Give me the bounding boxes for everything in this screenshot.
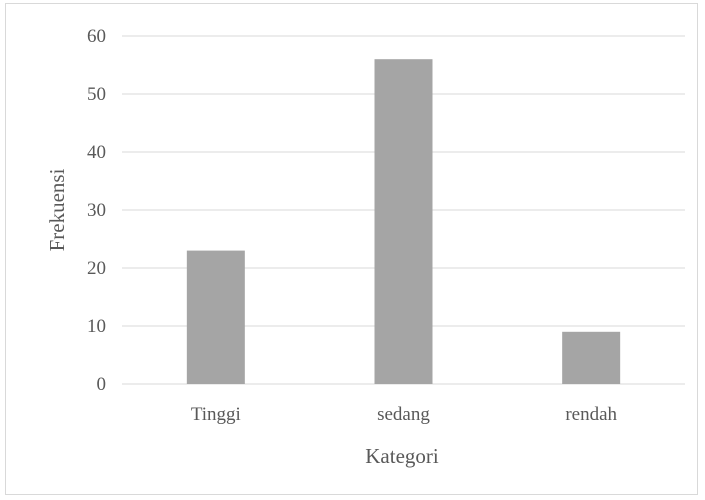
y-tick-label: 30 [87,200,106,221]
bar-sedang [374,59,433,384]
y-tick-label: 10 [87,316,106,337]
y-axis-title: Frekuensi [45,168,69,251]
y-tick-label: 50 [87,84,106,105]
x-tick-label: sedang [377,404,430,425]
y-tick-label: 60 [87,26,106,47]
x-tick-label: rendah [565,404,617,425]
y-tick-labels: 0 10 20 30 40 50 60 [87,26,106,395]
y-tick-label: 0 [97,374,107,395]
x-axis-title: Kategori [365,444,439,468]
y-tick-label: 40 [87,142,106,163]
chart-frame [5,3,698,495]
x-tick-label: Tinggi [191,404,241,425]
y-tick-label: 20 [87,258,106,279]
bars [186,59,621,384]
bar-tinggi [186,250,245,384]
x-tick-labels: Tinggi sedang rendah [191,404,618,425]
bar-rendah [562,331,621,384]
